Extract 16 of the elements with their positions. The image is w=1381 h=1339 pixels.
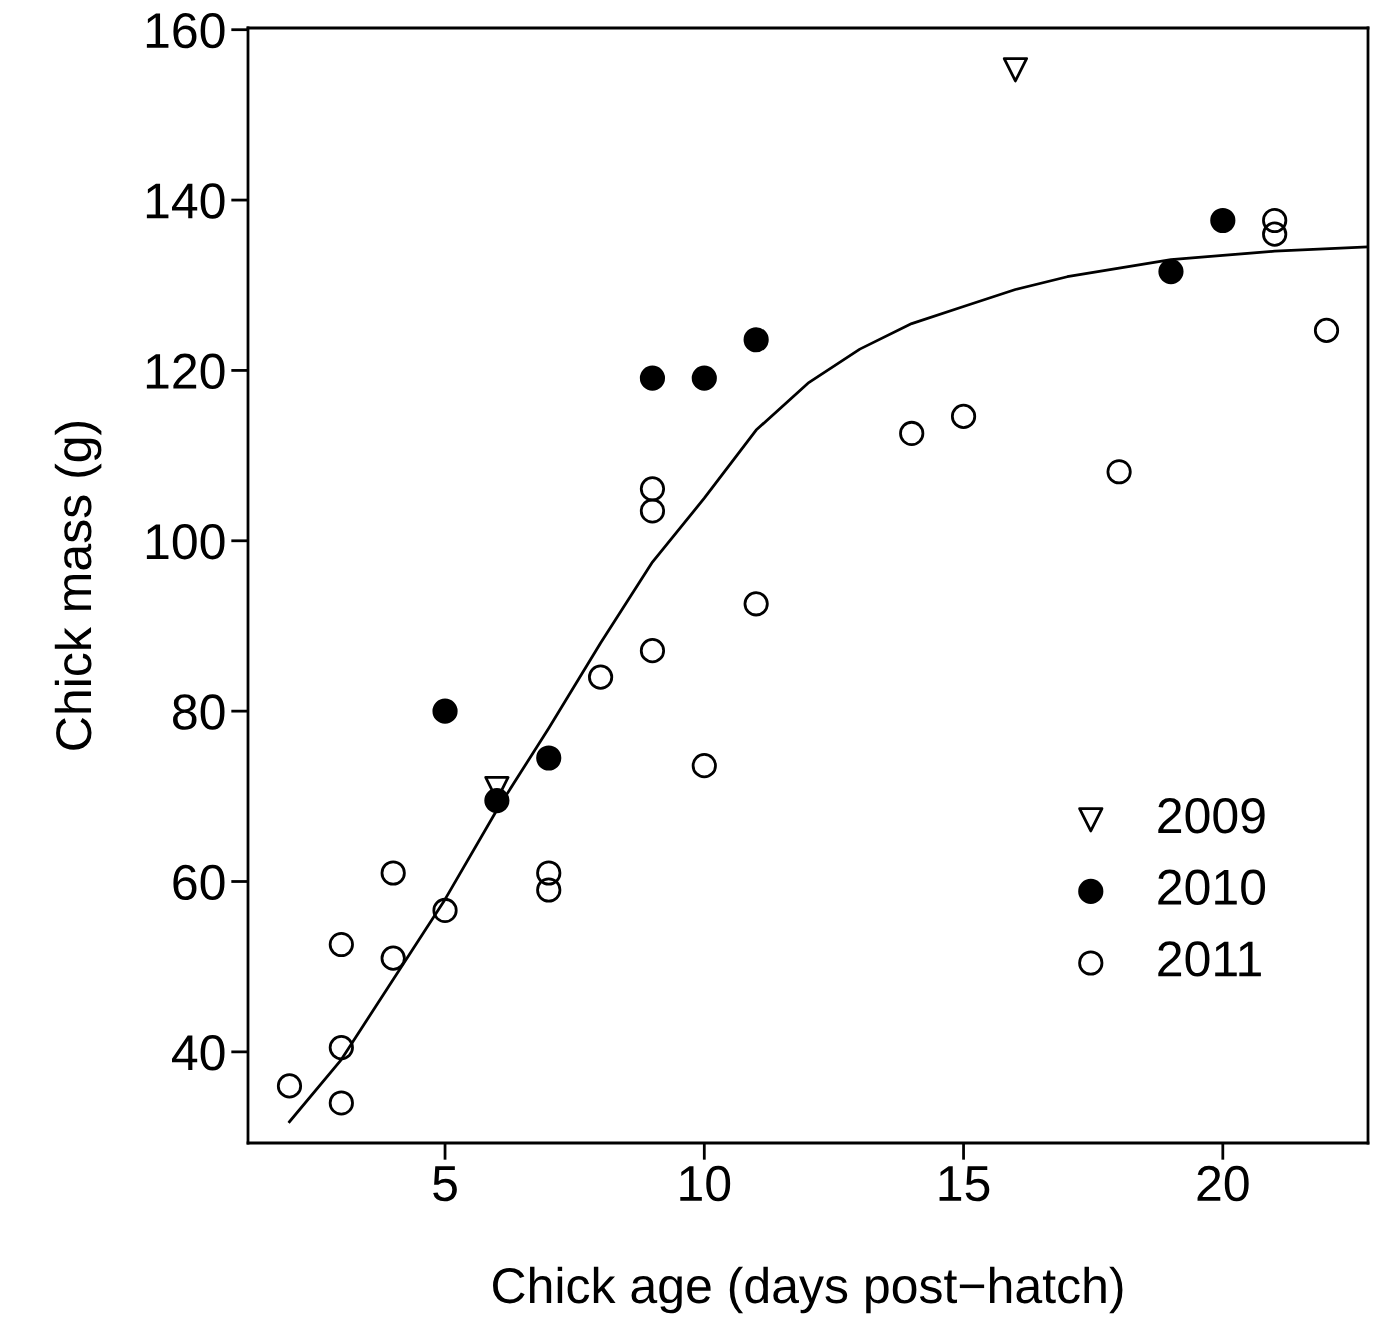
y-tick-label: 40: [172, 1035, 225, 1071]
x-tick-label: 15: [939, 1166, 990, 1202]
y-tick-label: 60: [173, 864, 225, 901]
x-tick-label: 20: [1197, 1165, 1249, 1202]
y-tick-label: 100: [146, 523, 225, 560]
y-tick-label: 80: [173, 694, 225, 730]
y-axis-title: Chick mass (g): [54, 421, 102, 750]
x-tick-label: 5: [433, 1166, 457, 1202]
y-tick-label: 120: [146, 353, 225, 390]
y-tick-label: 140: [146, 183, 225, 219]
legend-label: 2010: [1158, 869, 1266, 906]
x-axis-title: Chick age (days post−hatch): [493, 1266, 1123, 1314]
legend-label: 2009: [1158, 797, 1265, 834]
legend-label: 2011: [1158, 941, 1261, 977]
y-tick-label: 160: [146, 12, 225, 49]
x-tick-label: 10: [680, 1165, 731, 1202]
